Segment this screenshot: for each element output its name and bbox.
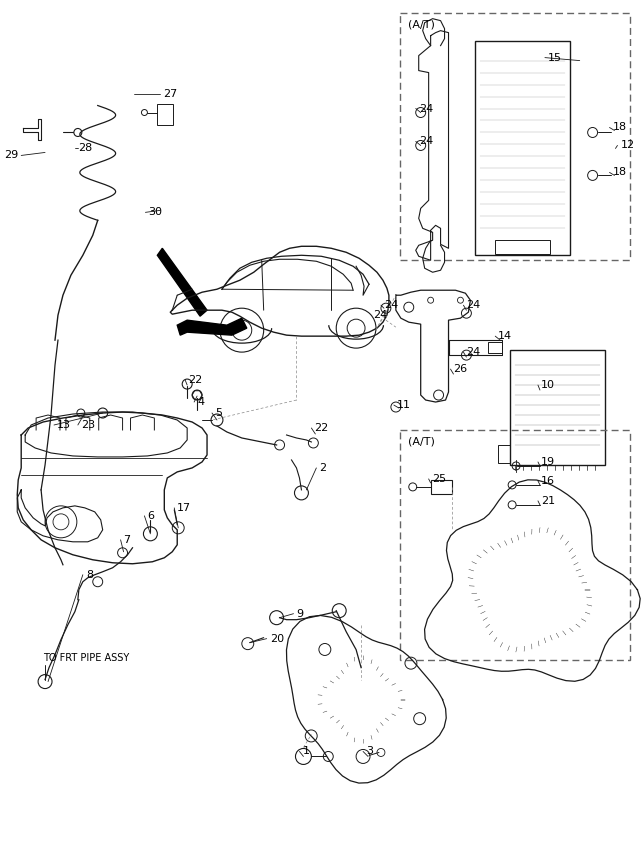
Text: (A/T): (A/T) bbox=[408, 437, 435, 447]
Text: 19: 19 bbox=[541, 457, 555, 467]
Text: TO FRT PIPE ASSY: TO FRT PIPE ASSY bbox=[43, 653, 129, 662]
Text: 6: 6 bbox=[147, 510, 154, 521]
Bar bbox=[495, 240, 550, 254]
Text: 23: 23 bbox=[81, 420, 95, 430]
Bar bbox=[498, 445, 510, 463]
Text: 5: 5 bbox=[215, 408, 222, 418]
Text: 24: 24 bbox=[466, 300, 481, 310]
Bar bbox=[510, 350, 604, 465]
Text: 4: 4 bbox=[197, 397, 204, 407]
Text: 18: 18 bbox=[613, 167, 627, 177]
Bar bbox=[475, 41, 570, 255]
Text: 22: 22 bbox=[314, 423, 329, 433]
Text: 3: 3 bbox=[366, 746, 373, 756]
Text: 17: 17 bbox=[177, 503, 192, 513]
Text: 28: 28 bbox=[78, 143, 92, 153]
Polygon shape bbox=[177, 318, 247, 335]
Bar bbox=[431, 480, 453, 494]
Text: 24: 24 bbox=[373, 310, 387, 321]
Text: 10: 10 bbox=[541, 380, 555, 390]
Bar bbox=[400, 13, 630, 260]
Text: 9: 9 bbox=[296, 609, 303, 619]
Text: 7: 7 bbox=[123, 535, 131, 544]
Text: 22: 22 bbox=[188, 375, 203, 385]
Text: 18: 18 bbox=[613, 122, 627, 132]
Text: 24: 24 bbox=[419, 103, 433, 114]
Bar bbox=[488, 342, 502, 353]
Text: 2: 2 bbox=[320, 463, 327, 473]
Text: 11: 11 bbox=[397, 400, 411, 410]
Text: 24: 24 bbox=[466, 347, 481, 357]
Text: 15: 15 bbox=[548, 53, 562, 63]
Text: 24: 24 bbox=[384, 300, 398, 310]
Text: 16: 16 bbox=[541, 476, 555, 486]
Text: 24: 24 bbox=[419, 137, 433, 147]
Polygon shape bbox=[158, 248, 207, 316]
Text: 14: 14 bbox=[498, 332, 512, 341]
Text: 27: 27 bbox=[163, 88, 177, 98]
Text: 13: 13 bbox=[57, 420, 71, 430]
Text: 21: 21 bbox=[541, 496, 555, 506]
Text: 29: 29 bbox=[4, 150, 18, 160]
Text: 25: 25 bbox=[431, 474, 446, 484]
Text: 8: 8 bbox=[86, 570, 93, 580]
Text: (A/T): (A/T) bbox=[408, 20, 435, 30]
Bar bbox=[400, 430, 630, 660]
Bar bbox=[158, 103, 173, 126]
Text: 20: 20 bbox=[269, 633, 284, 644]
Text: 1: 1 bbox=[302, 746, 309, 756]
Text: 30: 30 bbox=[149, 208, 163, 217]
Text: 12: 12 bbox=[620, 141, 635, 150]
Text: 26: 26 bbox=[453, 364, 467, 374]
